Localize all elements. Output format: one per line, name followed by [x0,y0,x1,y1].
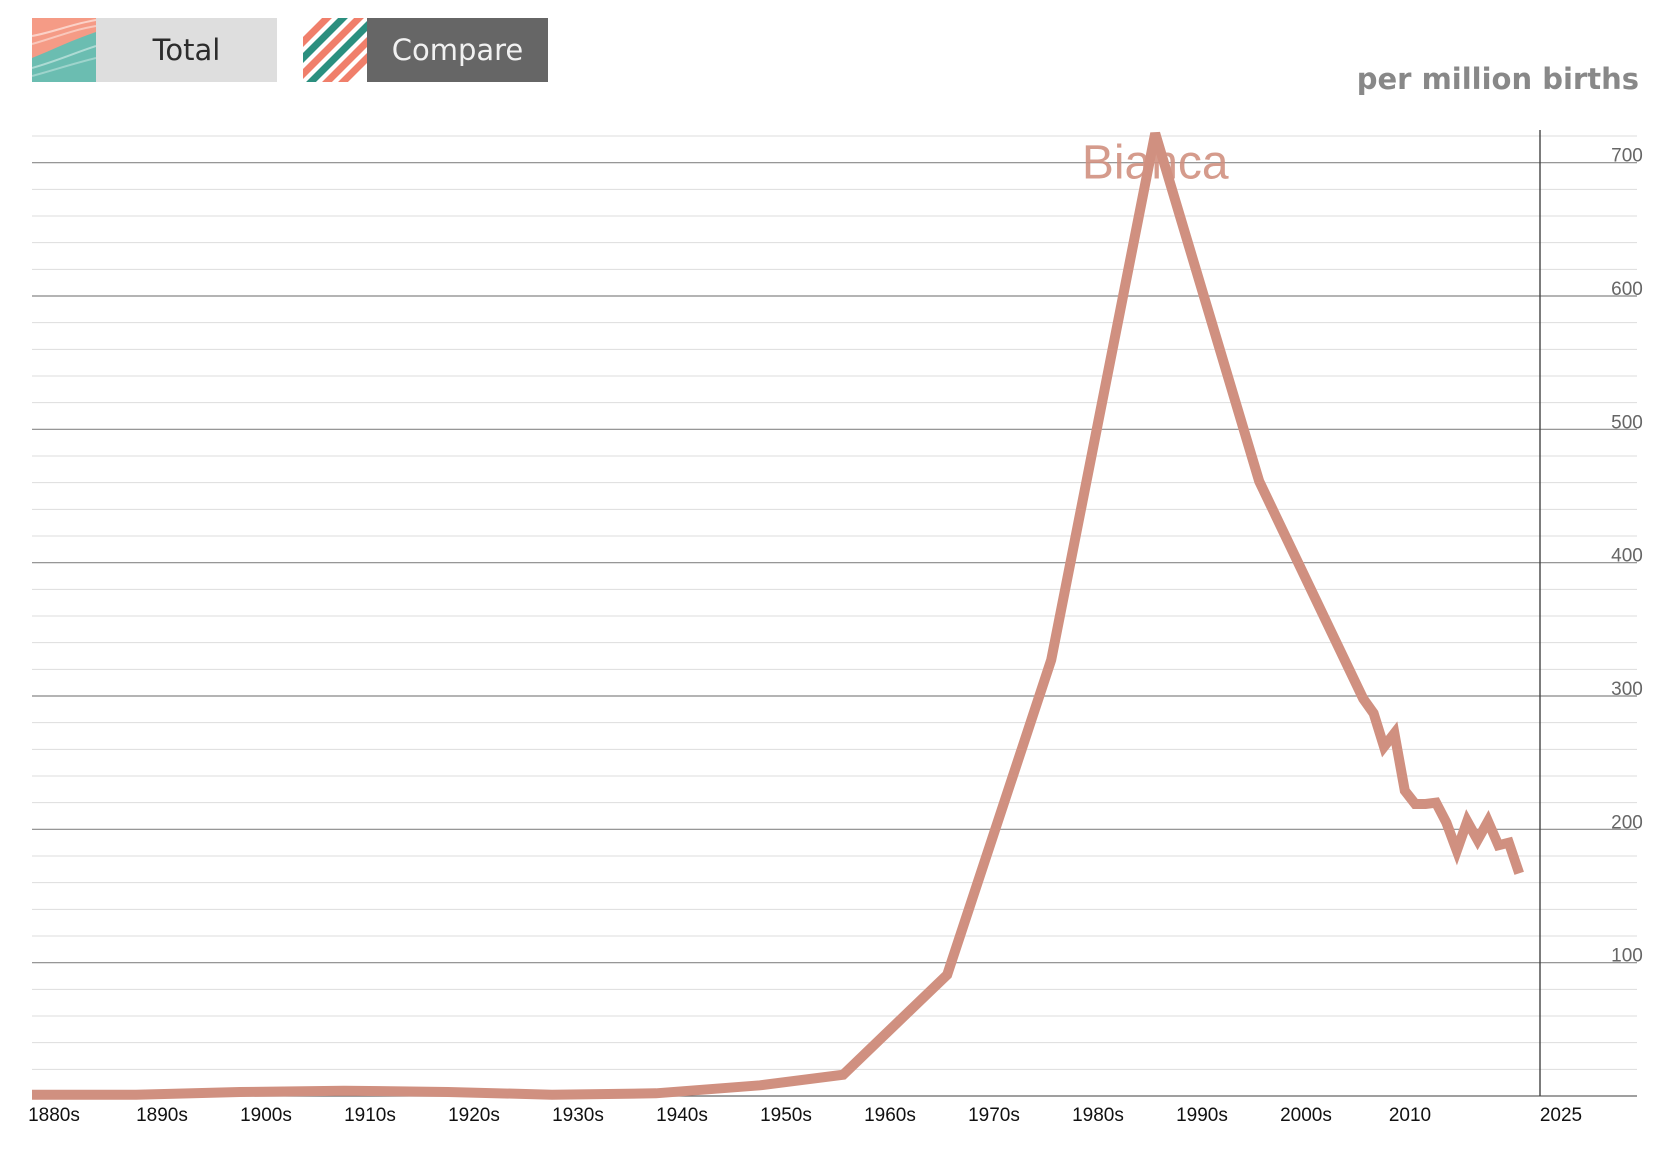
y-tick-label: 600 [1611,279,1643,300]
x-tick-label: 2010 [1389,1105,1431,1126]
x-tick-label: 1930s [552,1105,604,1126]
x-tick-label: 1950s [760,1105,812,1126]
x-tick-label: 2000s [1280,1105,1332,1126]
diagonal-stripes-swatch-icon [303,18,367,82]
x-tick-label: 1940s [656,1105,708,1126]
compare-button-label: Compare [367,18,548,82]
compare-button[interactable]: Compare [303,18,548,82]
x-tick-label: 1990s [1176,1105,1228,1126]
y-tick-label: 300 [1611,679,1643,700]
y-tick-label: 500 [1611,412,1643,433]
y-tick-label: 700 [1611,146,1643,167]
series-label: Bianca [1082,136,1229,189]
x-tick-label: 1960s [864,1105,916,1126]
x-tick-label: 1890s [136,1105,188,1126]
series-line [32,131,1524,1100]
x-tick-label: 1910s [344,1105,396,1126]
x-tick-label: 1880s [28,1105,80,1126]
y-unit-label: per million births [1356,62,1639,96]
x-tick-label: 2025 [1540,1105,1582,1126]
x-tick-label: 1980s [1072,1105,1124,1126]
y-tick-label: 200 [1611,812,1643,833]
y-tick-label: 400 [1611,546,1643,567]
total-button[interactable]: Total [32,18,277,82]
stacked-area-swatch-icon [32,18,96,82]
x-tick-label: 1900s [240,1105,292,1126]
y-tick-label: 100 [1611,946,1643,967]
total-button-label: Total [96,18,277,82]
x-tick-label: 1920s [448,1105,500,1126]
x-tick-label: 1970s [968,1105,1020,1126]
